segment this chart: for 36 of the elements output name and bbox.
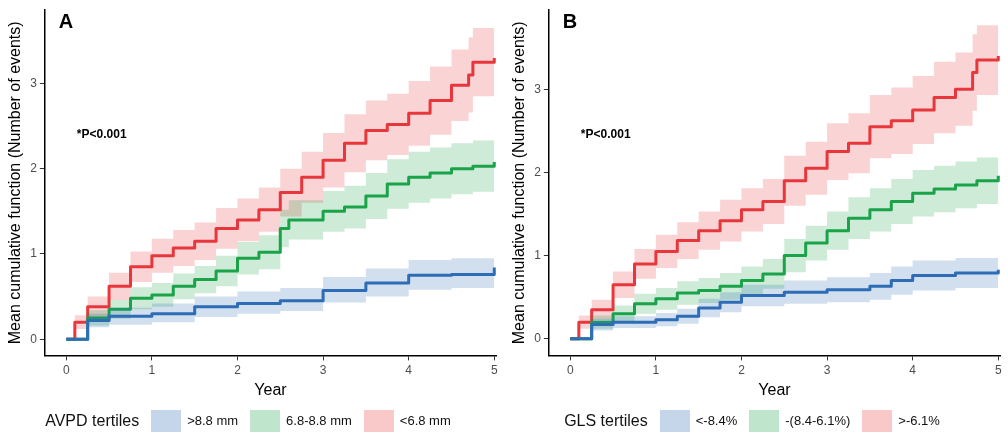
y-tick-label: 3 xyxy=(30,75,38,90)
x-tick-label: 1 xyxy=(148,362,156,377)
y-tick-label: 2 xyxy=(30,161,38,176)
x-tick-label: 5 xyxy=(994,362,1002,377)
legend-title: AVPD tertiles xyxy=(45,411,140,430)
x-axis-title: Year xyxy=(254,380,288,398)
y-tick-label: 1 xyxy=(534,247,542,262)
x-tick-label: 2 xyxy=(738,362,746,377)
chart-title: B xyxy=(562,9,578,32)
x-tick-label: 3 xyxy=(823,362,831,377)
y-tick-label: 0 xyxy=(30,331,38,346)
legend-label: >8.8 mm xyxy=(187,413,239,428)
y-axis-title: Mean cumulative function (Number of events) xyxy=(510,21,528,345)
x-tick-label: 5 xyxy=(490,362,498,377)
legend-label: <6.8 mm xyxy=(399,413,451,428)
y-tick-label: 2 xyxy=(534,164,542,179)
annotation: *P<0.001 xyxy=(580,126,631,141)
x-tick-label: 4 xyxy=(909,362,917,377)
legend-title: GLS tertiles xyxy=(564,411,648,430)
x-tick-label: 0 xyxy=(566,362,574,377)
chart-title: A xyxy=(58,9,74,32)
x-axis-title: Year xyxy=(758,380,792,398)
x-tick-label: 0 xyxy=(62,362,70,377)
legend-label: 6.8-8.8 mm xyxy=(286,413,352,428)
x-tick-label: 2 xyxy=(234,362,242,377)
y-axis-title: Mean cumulative function (Number of events) xyxy=(6,21,24,345)
legend-label: -(8.4-6.1%) xyxy=(785,413,851,428)
y-tick-label: 3 xyxy=(534,81,542,96)
x-tick-label: 3 xyxy=(319,362,327,377)
y-tick-label: 0 xyxy=(534,331,542,346)
x-tick-label: 4 xyxy=(405,362,413,377)
annotation: *P<0.001 xyxy=(76,126,127,141)
y-tick-label: 1 xyxy=(30,246,38,261)
legend-label: <-8.4% xyxy=(695,413,738,428)
legend-label: >-6.1% xyxy=(898,413,940,428)
x-tick-label: 1 xyxy=(652,362,660,377)
